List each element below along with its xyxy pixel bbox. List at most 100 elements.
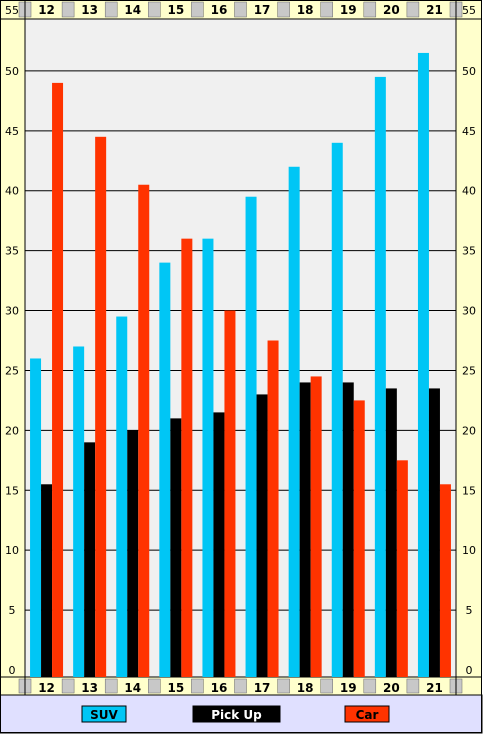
y-tick-label-left: 50	[5, 65, 19, 78]
bar-suv-14	[116, 316, 128, 677]
bar-car-13	[95, 136, 107, 678]
bottom-band-separator	[363, 678, 377, 694]
legend-swatch	[344, 705, 390, 723]
y-tick-label-right: 10	[462, 544, 476, 557]
bar-car-19	[353, 400, 365, 677]
top-band-separator	[61, 1, 75, 18]
legend-item-pick-up: Pick Up	[192, 705, 281, 723]
top-band-separator	[191, 1, 204, 18]
bar-car-18	[310, 376, 322, 677]
bar-suv-15	[159, 262, 171, 677]
bar-suv-18	[288, 166, 300, 677]
bar-pick-up-21	[428, 388, 440, 677]
chart-frame	[0, 0, 483, 734]
top-band-separator	[234, 1, 247, 18]
legend-label: SUV	[90, 708, 118, 722]
y-tick-label-right: 45	[462, 125, 476, 138]
bottom-band-separator	[277, 678, 290, 694]
y-tick-label-left: 15	[5, 484, 19, 497]
bar-pick-up-16	[213, 412, 225, 677]
y-tick-label-right: 20	[462, 424, 476, 437]
y-tick-label-left: 30	[5, 305, 19, 318]
legend-label: Pick Up	[211, 708, 262, 722]
bar-car-16	[224, 310, 236, 677]
x-tick-label-top: 18	[297, 3, 314, 17]
bar-car-15	[181, 238, 193, 677]
bar-pick-up-14	[127, 430, 139, 677]
x-tick-label-top: 19	[340, 3, 357, 17]
legend-item-suv: SUV	[81, 705, 127, 723]
bottom-band-separator	[320, 678, 333, 694]
outer-border	[0, 0, 482, 733]
bar-pick-up-13	[84, 442, 96, 677]
y-tick-label-right: 50	[462, 65, 476, 78]
legend-item-car: Car	[344, 705, 390, 723]
y-tick-label-left: 10	[5, 544, 19, 557]
bars	[30, 52, 451, 678]
x-tick-label-top: 17	[254, 3, 271, 17]
bar-pick-up-15	[170, 418, 182, 677]
x-tick-label-top: 14	[124, 3, 141, 17]
x-tick-label-bottom: 18	[297, 681, 314, 695]
bottom-band-separator	[148, 678, 161, 694]
legend-swatch	[81, 705, 127, 723]
bar-pick-up-12	[41, 484, 53, 677]
y-tick-label-right: 0	[466, 664, 473, 677]
y-tick-label-right: 5	[466, 604, 473, 617]
x-tick-label-top: 20	[383, 3, 400, 17]
y-tick-label-right: 15	[462, 484, 476, 497]
top-band-separator	[320, 1, 333, 18]
bottom-band-separator	[104, 678, 118, 694]
bar-pick-up-19	[342, 382, 354, 677]
y-tick-label-right: 30	[462, 305, 476, 318]
x-axis-labels: 12 12 13 13 14 14 15 15 16 16 17 17 18 18 19 19 20 20 21 21	[38, 3, 443, 695]
legend-label: Car	[356, 708, 379, 722]
top-band-separator	[277, 1, 290, 18]
bar-car-21	[439, 484, 451, 677]
bar-suv-17	[245, 196, 257, 677]
top-band-separator	[148, 1, 161, 18]
bar-pick-up-20	[385, 388, 397, 677]
bar-car-12	[52, 82, 64, 677]
y-tick-label-left: 35	[5, 245, 19, 258]
x-tick-label-bottom: 15	[167, 681, 184, 695]
legend: SUV Pick Up Car	[81, 705, 390, 723]
legend-swatch	[192, 705, 281, 723]
bar-suv-16	[202, 238, 214, 677]
y-tick-label-left: 45	[5, 125, 19, 138]
bottom-band-separator	[61, 678, 75, 694]
y-tick-label-left: 55	[5, 4, 19, 17]
y-tick-label-left: 20	[5, 424, 19, 437]
x-tick-label-bottom: 12	[38, 681, 55, 695]
x-tick-label-bottom: 16	[211, 681, 228, 695]
bar-pick-up-17	[256, 394, 268, 677]
x-tick-label-bottom: 19	[340, 681, 357, 695]
x-tick-label-bottom: 17	[254, 681, 271, 695]
y-tick-label-right: 25	[462, 364, 476, 377]
y-tick-label-right: 35	[462, 245, 476, 258]
x-tick-label-top: 12	[38, 3, 55, 17]
x-tick-label-bottom: 13	[81, 681, 98, 695]
bar-suv-20	[374, 76, 386, 677]
top-band-separator	[363, 1, 377, 18]
y-tick-label-right: 55	[462, 4, 476, 17]
x-tick-label-top: 13	[81, 3, 98, 17]
bottom-band-separator	[234, 678, 247, 694]
y-tick-label-left: 5	[9, 604, 16, 617]
y-tick-label-left: 25	[5, 364, 19, 377]
bar-suv-12	[30, 358, 42, 677]
y-tick-label-left: 40	[5, 185, 19, 198]
x-tick-label-bottom: 14	[124, 681, 141, 695]
x-tick-label-top: 16	[211, 3, 228, 17]
bar-car-14	[138, 184, 150, 677]
bar-suv-13	[73, 346, 85, 677]
bar-car-20	[396, 460, 408, 677]
x-tick-label-bottom: 21	[426, 681, 443, 695]
bottom-band-separator	[191, 678, 204, 694]
bar-pick-up-18	[299, 382, 311, 677]
bar-suv-19	[331, 142, 343, 678]
bar-car-17	[267, 340, 279, 677]
bar-suv-21	[417, 52, 429, 678]
